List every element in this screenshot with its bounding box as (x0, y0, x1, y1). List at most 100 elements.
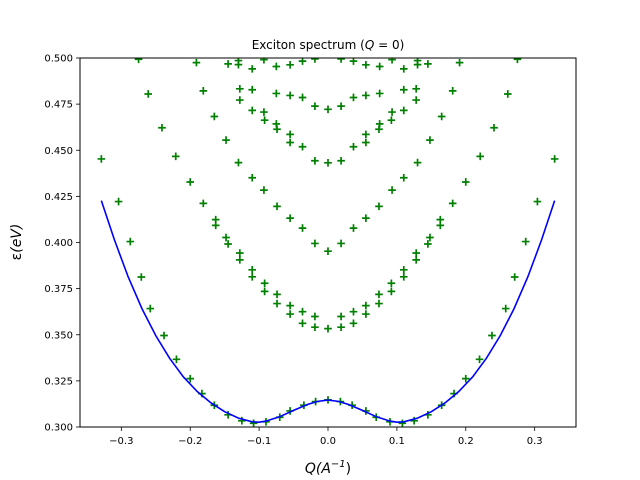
data-point (337, 239, 345, 248)
data-point (490, 123, 498, 132)
data-point (273, 202, 281, 211)
x-tick-label: 0.1 (389, 436, 405, 447)
data-point (388, 186, 396, 194)
data-point (160, 331, 168, 340)
data-point (249, 419, 258, 427)
x-tick-label: −0.1 (247, 436, 271, 447)
data-point (311, 312, 319, 321)
chart-title-prefix: Exciton spectrum ( (252, 38, 365, 52)
data-point (413, 158, 422, 167)
data-point (273, 125, 281, 134)
data-point (158, 123, 166, 132)
data-point (362, 61, 370, 69)
data-point (510, 273, 519, 281)
data-point (412, 96, 420, 104)
data-point (349, 307, 358, 316)
data-point (199, 87, 208, 95)
data-point (399, 85, 408, 94)
data-point (504, 90, 512, 98)
data-point (286, 91, 294, 100)
y-tick-label: 0.375 (44, 284, 73, 295)
chart-title-suffix: = 0) (374, 38, 404, 52)
y-axis-label: ε(eV) (9, 224, 25, 261)
data-point (248, 266, 257, 274)
data-point (248, 65, 257, 73)
data-point (533, 197, 542, 206)
data-point (273, 299, 281, 308)
data-point (146, 304, 155, 313)
data-point (501, 304, 510, 313)
data-point (248, 85, 257, 94)
data-point (272, 62, 281, 71)
data-point (192, 58, 201, 67)
data-point (224, 60, 232, 68)
data-point (375, 202, 383, 211)
data-point (349, 58, 358, 65)
data-point (311, 239, 319, 248)
x-axis-label-base: Q(A (305, 461, 331, 477)
data-point (461, 178, 470, 186)
marks-layer (97, 58, 559, 427)
data-point (349, 319, 358, 328)
data-point (186, 178, 195, 186)
x-axis-label: Q(A−1) (305, 459, 351, 477)
data-point (362, 91, 370, 100)
data-point (337, 312, 345, 321)
data-point (260, 287, 269, 296)
x-tick-label: −0.2 (178, 436, 202, 447)
data-point (272, 89, 281, 98)
data-point (324, 105, 332, 114)
data-point (186, 374, 195, 383)
data-point (362, 214, 370, 222)
x-axis-label-sup: −1 (331, 459, 346, 470)
data-point (286, 214, 294, 222)
data-point (513, 58, 522, 64)
data-point (362, 310, 370, 318)
data-point (387, 287, 396, 296)
data-point (349, 224, 358, 232)
data-point (426, 136, 434, 144)
data-point (211, 215, 220, 224)
data-point (298, 93, 307, 102)
data-point (349, 93, 358, 102)
data-point (448, 87, 457, 95)
data-point (399, 106, 408, 115)
data-point (298, 142, 307, 151)
data-point (311, 156, 319, 165)
data-point (260, 279, 269, 288)
y-axis-label-symbol: ε (9, 253, 25, 261)
data-point (424, 60, 432, 68)
y-axis-label-rest: (eV) (9, 224, 25, 253)
data-point (248, 106, 257, 115)
data-point (236, 249, 244, 257)
data-point (362, 301, 370, 310)
data-point (488, 331, 496, 340)
data-point (324, 247, 332, 255)
y-axis: 0.300 0.325 0.350 0.375 0.400 0.425 0.450 0.475… (44, 54, 80, 434)
data-point (311, 323, 319, 331)
data-point (399, 273, 408, 281)
data-point (298, 58, 307, 65)
x-tick-label: −0.3 (109, 436, 133, 447)
x-tick-label: 0.2 (458, 436, 474, 447)
data-point (273, 290, 281, 299)
data-point (126, 237, 135, 246)
data-point (248, 173, 257, 182)
data-point (455, 58, 464, 67)
y-tick-label: 0.400 (44, 238, 73, 249)
data-point (238, 416, 246, 425)
data-point (224, 240, 232, 248)
data-point (222, 233, 230, 242)
data-point (199, 199, 208, 208)
data-point (349, 142, 358, 151)
data-point (375, 299, 383, 308)
data-point (114, 197, 123, 206)
data-point (311, 102, 319, 110)
data-point (298, 319, 307, 328)
chart-title-var: Q (365, 38, 374, 52)
data-point (388, 58, 396, 64)
data-point (298, 224, 307, 232)
data-point (286, 130, 294, 139)
data-point (388, 108, 396, 116)
